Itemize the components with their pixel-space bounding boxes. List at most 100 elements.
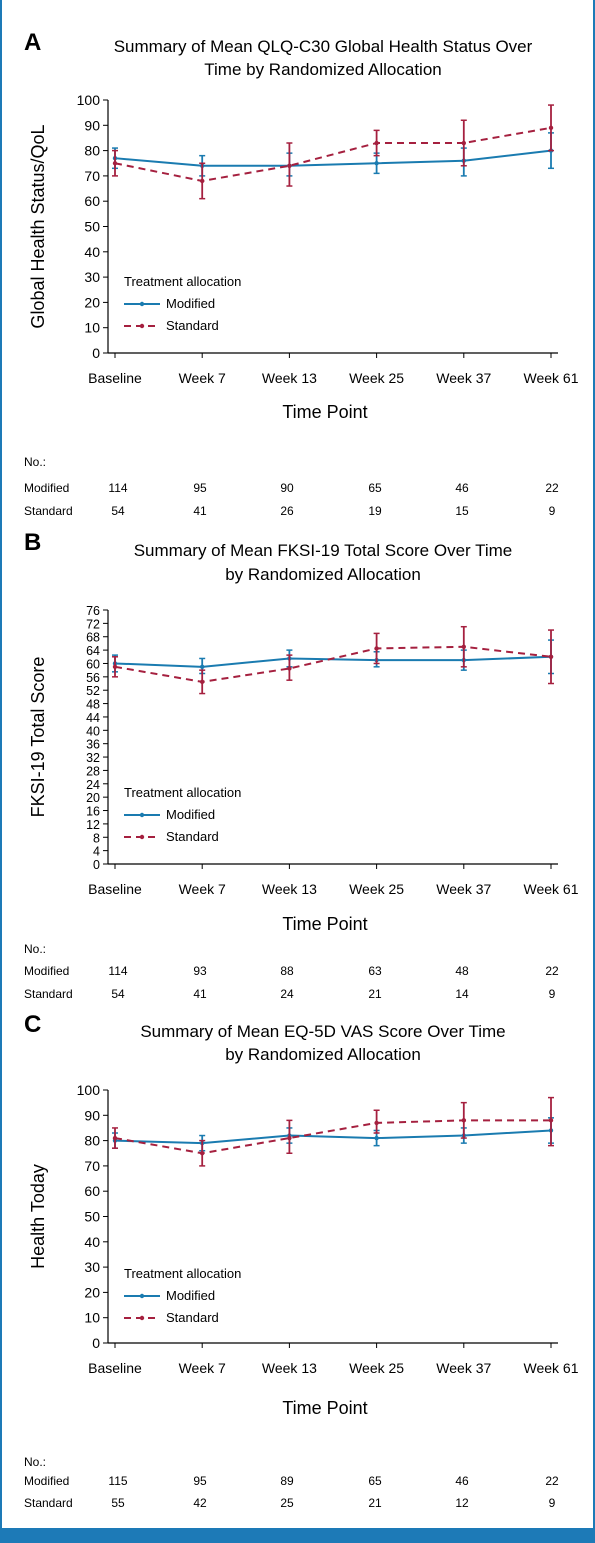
- y-tick-label: 20: [84, 1284, 100, 1300]
- counts-cell: 46: [455, 1474, 469, 1488]
- y-tick-label: 8: [93, 831, 100, 845]
- series-line: [114, 126, 552, 182]
- y-tick-label: 30: [84, 269, 100, 285]
- counts-cell: 22: [545, 1474, 559, 1488]
- chart-title-line: Summary of Mean FKSI-19 Total Score Over…: [134, 541, 513, 560]
- y-tick-label: 40: [84, 244, 100, 260]
- legend-label: Standard: [166, 318, 219, 333]
- data-point: [287, 666, 292, 671]
- x-tick-label: Week 61: [524, 1360, 579, 1376]
- counts-cell: 114: [108, 481, 127, 495]
- legend-label: Modified: [166, 807, 215, 822]
- x-tick-label: Week 37: [436, 370, 491, 386]
- data-point: [200, 664, 205, 670]
- data-point: [200, 178, 205, 184]
- series-modified: [112, 639, 554, 675]
- counts-cell: 22: [545, 964, 559, 978]
- counts-cell: 63: [368, 964, 382, 978]
- y-tick-label: 100: [77, 1082, 101, 1098]
- counts-cell: 65: [368, 481, 382, 495]
- counts-cell: 24: [280, 987, 294, 1001]
- y-axis-label: Health Today: [28, 1164, 48, 1269]
- y-tick-label: 90: [84, 1107, 100, 1123]
- counts-cell: 46: [455, 481, 469, 495]
- data-point: [200, 679, 205, 685]
- x-tick-label: Week 25: [349, 881, 404, 897]
- chart-title-line: Time by Randomized Allocation: [204, 60, 442, 79]
- counts-table: No.: Modified 114 93 88 63 48 22 Standard 54 41 24 2…: [24, 942, 559, 1001]
- chart-title-line: Summary of Mean EQ-5D VAS Score Over Tim…: [140, 1022, 505, 1041]
- y-tick-label: 60: [84, 193, 100, 209]
- data-point: [287, 163, 292, 168]
- data-point: [112, 161, 118, 166]
- y-tick-label: 60: [84, 1183, 100, 1199]
- counts-cell: 41: [193, 504, 207, 518]
- y-tick-label: 80: [84, 1133, 100, 1149]
- counts-row-label: Modified: [24, 964, 69, 978]
- x-tick-label: Week 7: [179, 881, 226, 897]
- data-point: [374, 161, 379, 166]
- counts-cell: 9: [549, 1496, 556, 1510]
- counts-row-label: Modified: [24, 481, 69, 495]
- x-tick-label: Week 37: [436, 881, 491, 897]
- counts-cell: 95: [193, 481, 207, 495]
- data-point: [548, 1118, 554, 1123]
- y-tick-label: 10: [84, 320, 100, 336]
- data-point: [374, 1120, 379, 1126]
- data-point: [548, 125, 554, 131]
- data-point: [200, 1151, 205, 1156]
- counts-cell: 22: [545, 481, 559, 495]
- counts-cell: 54: [111, 504, 125, 518]
- counts-table: No.: Modified 115 95 89 65 46 22 Standard 55 42 25 2…: [24, 1455, 559, 1510]
- counts-cell: 93: [193, 964, 207, 978]
- y-tick-label: 40: [86, 724, 100, 738]
- data-point: [112, 1135, 118, 1141]
- y-tick-label: 68: [86, 631, 100, 645]
- y-tick-label: 70: [84, 1158, 100, 1174]
- y-tick-label: 20: [84, 294, 100, 310]
- series-modified: [112, 1117, 554, 1152]
- series-line: [114, 645, 552, 683]
- counts-header: No.:: [24, 455, 46, 469]
- counts-table: No.: Modified 114 95 90 65 46 22 Standard 54 41 26 1…: [24, 455, 559, 518]
- data-point: [374, 140, 379, 146]
- legend: Treatment allocation Modified Standard: [124, 274, 241, 333]
- y-tick-label: 90: [84, 117, 100, 133]
- legend-label: Standard: [166, 829, 219, 844]
- y-axis-label: Global Health Status/QoL: [28, 124, 48, 328]
- y-tick-label: 40: [84, 1234, 100, 1250]
- legend-swatch-marker: [139, 834, 145, 840]
- counts-cell: 21: [368, 987, 382, 1001]
- x-tick-label: Week 7: [179, 1360, 226, 1376]
- data-point: [287, 1135, 292, 1141]
- legend-title: Treatment allocation: [124, 1266, 241, 1281]
- data-point: [548, 654, 554, 659]
- counts-cell: 9: [549, 504, 556, 518]
- series-line: [114, 149, 552, 167]
- y-tick-label: 64: [86, 644, 100, 658]
- y-tick-label: 10: [84, 1310, 100, 1326]
- left-border: [0, 0, 2, 1528]
- legend: Treatment allocation Modified Standard: [124, 1266, 241, 1325]
- x-tick-label: Week 13: [262, 1360, 317, 1376]
- y-tick-label: 76: [86, 604, 100, 618]
- legend-label: Standard: [166, 1310, 219, 1325]
- bottom-accent-bar: [0, 1528, 595, 1543]
- x-tick-label: Week 13: [262, 370, 317, 386]
- y-tick-label: 72: [86, 617, 100, 631]
- counts-row-label: Standard: [24, 504, 73, 518]
- series-standard: [112, 104, 554, 200]
- y-tick-label: 50: [84, 219, 100, 235]
- counts-row-label: Standard: [24, 987, 73, 1001]
- legend-swatch-marker: [139, 812, 145, 818]
- legend: Treatment allocation Modified Standard: [124, 785, 241, 844]
- counts-cell: 41: [193, 987, 207, 1001]
- x-axis-label: Time Point: [282, 1398, 367, 1418]
- counts-row-label: Modified: [24, 1474, 69, 1488]
- data-point: [461, 140, 466, 146]
- y-tick-label: 80: [84, 143, 100, 159]
- x-tick-label: Week 25: [349, 1360, 404, 1376]
- x-tick-label: Baseline: [88, 1360, 142, 1376]
